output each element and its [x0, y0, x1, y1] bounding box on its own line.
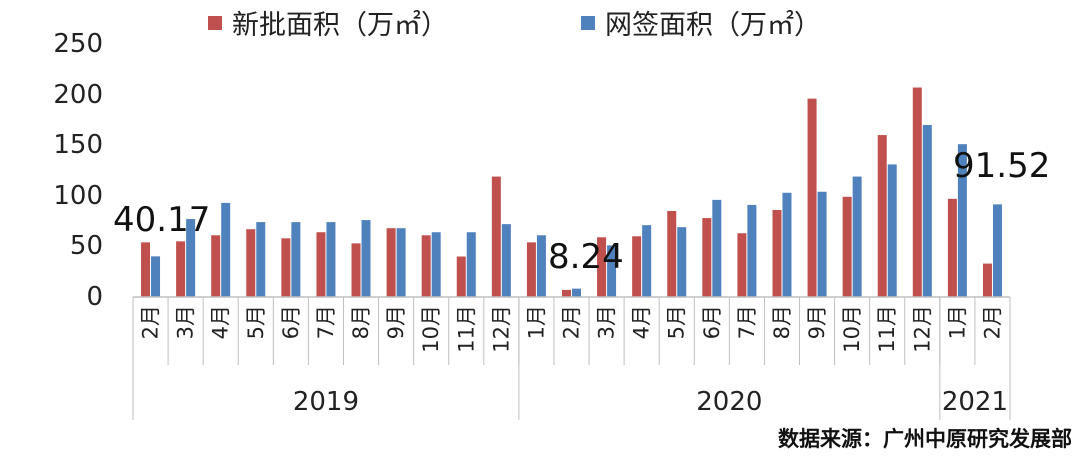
source-note: 数据来源：广州中原研究发展部 — [778, 427, 1072, 451]
x-tick-label: 1月 — [945, 305, 969, 339]
bar-online-signing — [536, 235, 546, 297]
chart-legend: 新批面积（万㎡） 网签面积（万㎡） — [208, 10, 821, 41]
x-tick-label: 8月 — [770, 305, 794, 339]
x-tick-label: 2月 — [139, 305, 163, 339]
bar-new-approval — [597, 237, 607, 297]
x-tick-label: 1月 — [524, 305, 548, 339]
bar-new-approval — [877, 135, 887, 297]
bar-new-approval — [702, 218, 712, 297]
bar-new-approval — [316, 232, 326, 297]
bar-new-approval — [667, 210, 677, 297]
bar-online-signing — [852, 176, 862, 297]
x-tick-label: 6月 — [279, 305, 303, 339]
bar-new-approval — [351, 243, 361, 297]
bar-online-signing — [151, 256, 161, 297]
bar-online-signing — [957, 144, 967, 297]
bar-new-approval — [491, 176, 501, 297]
bar-new-approval — [737, 233, 747, 297]
y-tick-label: 150 — [53, 130, 103, 160]
x-tick-label: 9月 — [805, 305, 829, 339]
bar-online-signing — [501, 224, 511, 297]
y-tick-label: 250 — [53, 29, 103, 59]
bar-new-approval — [211, 235, 221, 297]
x-tick-label: 4月 — [630, 305, 654, 339]
bar-online-signing — [677, 227, 687, 297]
y-axis: 0 50 100 150 200 250 — [53, 29, 103, 312]
bar-new-approval — [246, 229, 256, 297]
bar-online-signing — [607, 245, 617, 297]
x-tick-label: 2月 — [560, 305, 584, 339]
x-tick-label: 7月 — [314, 305, 338, 339]
bar-online-signing — [572, 288, 581, 297]
x-tick-label: 9月 — [384, 305, 408, 339]
bar-new-approval — [386, 228, 396, 297]
x-tick-label: 5月 — [244, 305, 268, 339]
bar-online-signing — [361, 220, 371, 297]
bar-online-signing — [431, 232, 441, 297]
bar-new-approval — [456, 256, 466, 297]
bar-online-signing — [326, 222, 336, 297]
bar-new-approval — [281, 238, 291, 297]
x-tick-label: 7月 — [735, 305, 759, 339]
bar-online-signing — [817, 191, 827, 297]
year-label: 2020 — [696, 387, 762, 417]
year-label: 2019 — [293, 387, 359, 417]
x-tick-label: 10月 — [840, 305, 864, 353]
bar-new-approval — [772, 209, 782, 297]
bar-new-approval — [141, 242, 151, 297]
y-tick-label: 200 — [53, 80, 103, 110]
data-label-2019-feb-online-signing: 40.17 — [113, 200, 210, 240]
x-axis: 2月 3月 4月 5月 6月 7月 8月 9月 10月 11月 12月 1月 2月 3月 4月 5月 6月 7月 8… — [132, 296, 1011, 420]
bar-online-signing — [256, 222, 266, 297]
bar-online-signing — [466, 232, 476, 297]
bar-online-signing — [782, 192, 792, 297]
bar-online-signing — [992, 204, 1002, 297]
x-tick-label: 3月 — [174, 305, 198, 339]
bar-online-signing — [642, 225, 652, 297]
legend-label-online-signing: 网签面积（万㎡） — [605, 10, 821, 41]
bar-new-approval — [526, 242, 536, 297]
bar-online-signing — [712, 199, 722, 297]
x-tick-label: 8月 — [349, 305, 373, 339]
legend-swatch-online-signing — [581, 16, 595, 30]
bar-online-signing — [221, 202, 231, 297]
bar-new-approval — [176, 241, 186, 297]
y-tick-label: 50 — [70, 231, 103, 261]
bar-new-approval — [807, 98, 817, 297]
bar-online-signing — [186, 219, 196, 297]
bar-online-signing — [747, 204, 757, 297]
data-label-2020-feb-online-signing: 8.24 — [548, 237, 624, 277]
bar-online-signing — [922, 124, 932, 298]
legend-label-new-approval: 新批面积（万㎡） — [232, 10, 448, 41]
bar-online-signing — [396, 228, 406, 297]
bar-new-approval — [421, 235, 431, 297]
legend-swatch-new-approval — [208, 16, 222, 30]
bar-new-approval — [912, 87, 922, 298]
x-tick-label: 5月 — [665, 305, 689, 339]
x-tick-label: 3月 — [595, 305, 619, 339]
year-label: 2021 — [942, 387, 1008, 417]
x-tick-label: 12月 — [489, 305, 513, 353]
bar-online-signing — [291, 222, 301, 297]
bar-new-approval — [562, 289, 571, 297]
y-tick-label: 0 — [86, 282, 103, 312]
x-tick-label: 11月 — [454, 305, 478, 353]
bar-new-approval — [842, 196, 852, 297]
bar-new-approval — [947, 198, 957, 297]
data-label-2021-feb-online-signing: 91.52 — [953, 146, 1050, 186]
bar-new-approval — [982, 263, 992, 297]
bar-new-approval — [632, 236, 642, 297]
data-annotations: 40.17 8.24 91.52 — [113, 146, 1050, 277]
x-tick-label: 2月 — [980, 305, 1004, 339]
x-tick-label: 12月 — [910, 305, 934, 353]
x-tick-label: 6月 — [700, 305, 724, 339]
bar-online-signing — [887, 164, 897, 297]
x-tick-label: 11月 — [875, 305, 899, 353]
y-tick-label: 100 — [53, 181, 103, 211]
x-tick-label: 10月 — [419, 305, 443, 353]
x-tick-label: 4月 — [209, 305, 233, 339]
plot-area — [141, 87, 1002, 298]
